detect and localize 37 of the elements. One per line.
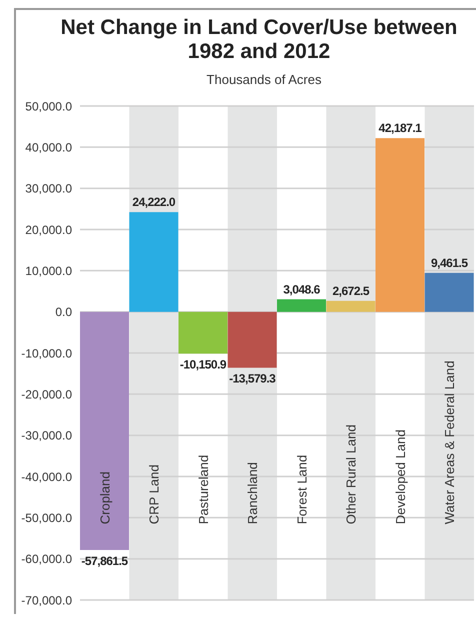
- data-label: 24,222.0: [132, 195, 176, 210]
- bar: [129, 212, 178, 312]
- y-tick-label: -60,000.0: [21, 552, 72, 566]
- data-label: 42,187.1: [378, 121, 422, 136]
- y-tick-label: -10,000.0: [21, 346, 72, 360]
- y-tick-label: 50,000.0: [25, 99, 72, 114]
- y-tick-label: -30,000.0: [21, 428, 72, 443]
- x-tick-label: Pastureland: [196, 454, 211, 524]
- x-tick-label: Ranchland: [245, 462, 260, 524]
- data-label: 2,672.5: [332, 284, 370, 298]
- y-tick-label: -70,000.0: [21, 593, 72, 608]
- y-tick-label: 0.0: [55, 305, 72, 320]
- x-tick-label: Cropland: [98, 471, 112, 524]
- chart-subtitle: Thousands of Acres: [206, 71, 322, 89]
- data-label: -10,150.9: [180, 358, 227, 372]
- y-tick-label: 30,000.0: [25, 182, 72, 196]
- y-tick-label: 10,000.0: [25, 264, 72, 278]
- data-label: -13,579.3: [229, 372, 276, 386]
- x-tick-label: Water Areas & Federal Land: [442, 360, 458, 524]
- x-tick-label: Developed Land: [393, 430, 408, 524]
- y-tick-label: -50,000.0: [21, 510, 72, 525]
- data-label: 9,461.5: [430, 256, 468, 270]
- chart-title: Net Change in Land Cover/Use between 1982 and 2012: [60, 15, 458, 64]
- bar: [326, 300, 376, 312]
- bar: [178, 312, 228, 354]
- bar: [228, 312, 277, 368]
- bar: [277, 299, 326, 312]
- y-tick-label: 40,000.0: [25, 140, 72, 154]
- y-tick-label: -40,000.0: [21, 470, 72, 484]
- bar: [424, 272, 474, 312]
- y-tick-label: 20,000.0: [25, 222, 72, 237]
- x-tick-label: Forest Land: [294, 454, 310, 524]
- data-label: -57,861.5: [81, 554, 128, 568]
- x-tick-label: Other Rural Land: [344, 424, 359, 524]
- y-tick-label: -20,000.0: [21, 387, 72, 402]
- x-tick-label: CRP Land: [146, 464, 162, 524]
- data-label: 3,048.6: [283, 282, 321, 296]
